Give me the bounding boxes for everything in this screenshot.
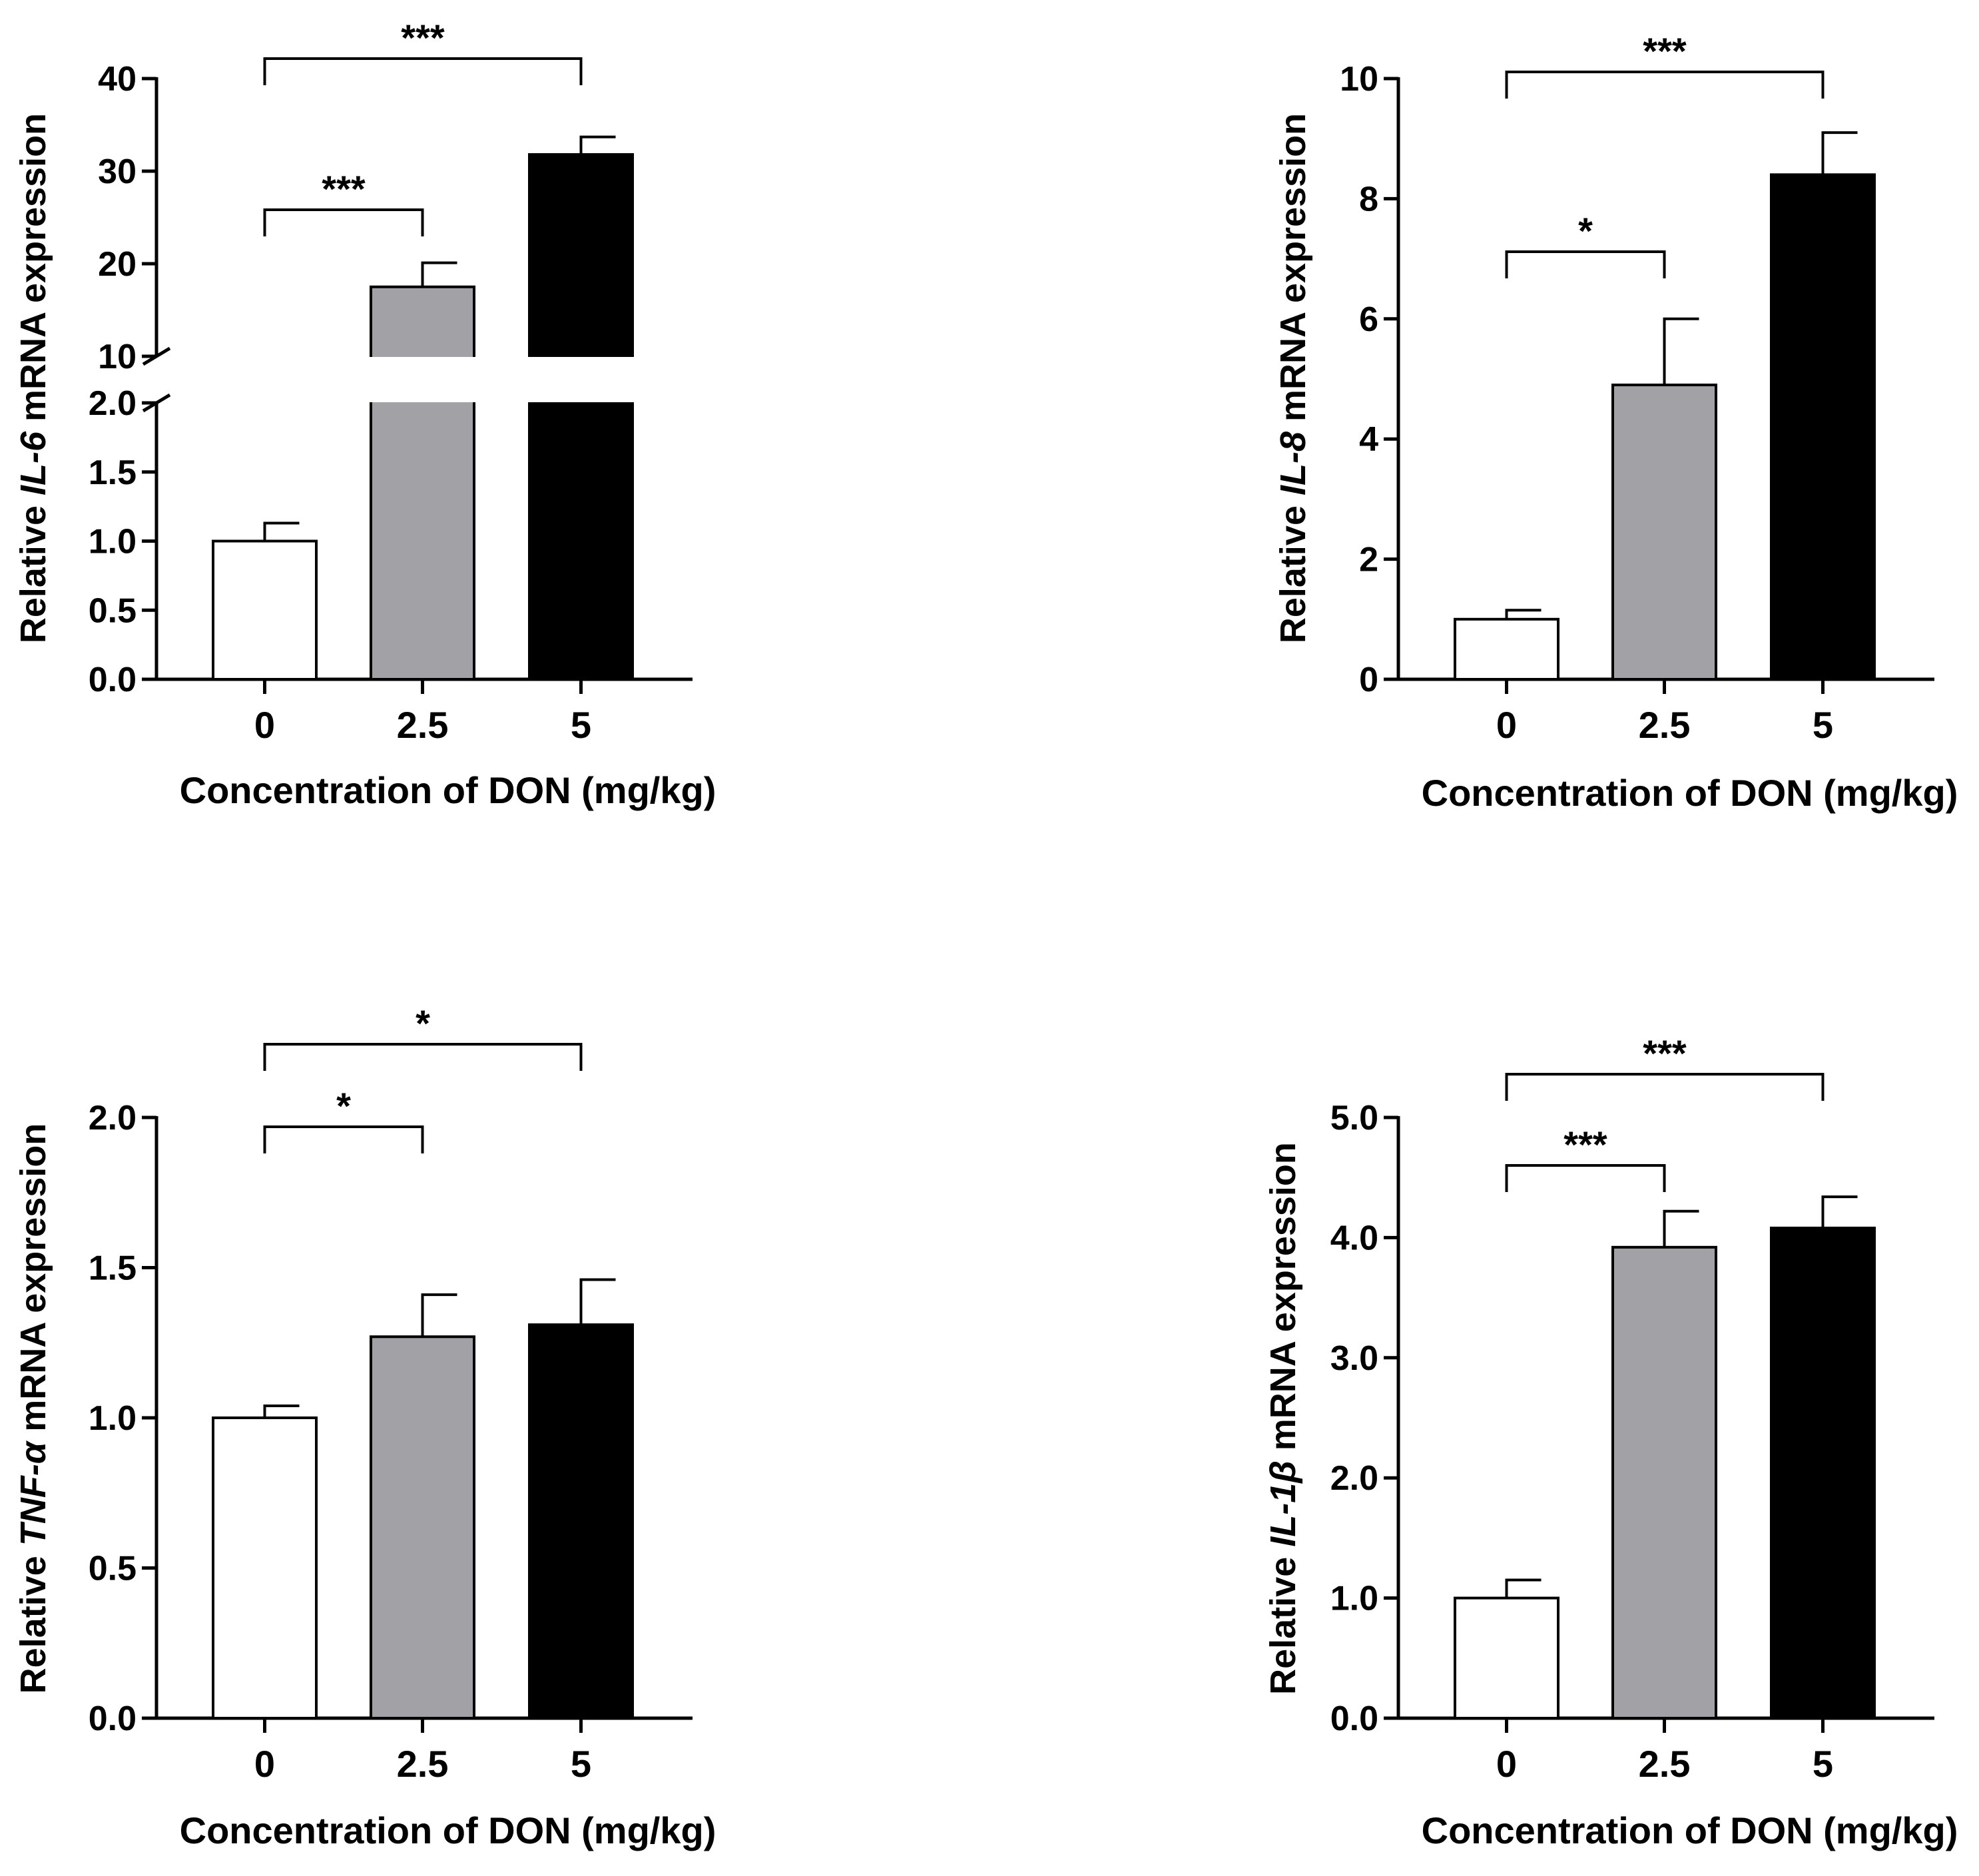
- y-tick-label: 0.5: [89, 1550, 137, 1588]
- bar-0: [1454, 1596, 1559, 1720]
- significance-label: *: [1578, 210, 1593, 252]
- x-tick-label: 2.5: [1639, 1743, 1691, 1785]
- significance-label: *: [336, 1085, 351, 1127]
- bar-0: [212, 1416, 318, 1720]
- x-tick-label: 5: [1813, 704, 1833, 746]
- y-tick-label: 6: [1359, 300, 1378, 339]
- y-axis-label-part: Relative: [1263, 1547, 1303, 1695]
- bar-5: [1770, 173, 1876, 681]
- y-tick-label: 1.0: [89, 1399, 137, 1438]
- y-axis-label-part: mRNA expression: [13, 113, 53, 432]
- y-tick-label: 1.5: [89, 454, 137, 492]
- y-tick-label: 0.0: [1330, 1700, 1378, 1738]
- y-tick-label: 0.0: [89, 661, 137, 699]
- y-axis-label: Relative TNF-α mRNA expression: [13, 1123, 53, 1694]
- y-tick-label: 10: [98, 338, 137, 376]
- y-tick-label: 2.0: [89, 384, 137, 423]
- x-tick-label: 0: [254, 1743, 275, 1785]
- significance-label: ***: [1643, 1032, 1687, 1074]
- y-axis-label-gene: IL-6: [13, 431, 53, 495]
- bar-2.5: [370, 285, 475, 681]
- significance-label: *: [416, 1002, 430, 1044]
- y-axis-label-part: mRNA expression: [13, 1123, 53, 1442]
- y-axis-label-part: mRNA expression: [1273, 113, 1313, 432]
- y-tick-label: 30: [98, 153, 137, 191]
- y-tick-label: 0.5: [89, 591, 137, 630]
- significance-label: ***: [322, 168, 366, 210]
- x-tick-label: 2.5: [397, 704, 449, 746]
- significance-bracket: [263, 1043, 583, 1071]
- y-axis-label: Relative IL-1β mRNA expression: [1263, 1142, 1303, 1695]
- x-axis-label: Concentration of DON (mg/kg): [180, 1809, 716, 1851]
- bar-5: [1770, 1226, 1876, 1720]
- x-tick-label: 0: [1496, 1743, 1517, 1785]
- significance-bracket: [263, 1125, 424, 1153]
- significance-bracket: [263, 208, 424, 236]
- x-axis-label: Concentration of DON (mg/kg): [1422, 772, 1958, 814]
- y-tick-label: 2: [1359, 541, 1378, 579]
- bar-0: [212, 539, 318, 681]
- y-tick-label: 4.0: [1330, 1219, 1378, 1257]
- panel-bottom-left: 0.0 0.5 1.0 1.5 2.0 0 2.5 5 * * Relative TNF-α mRN…: [13, 1002, 716, 1851]
- axis-break-gap: [176, 357, 686, 402]
- y-tick-label: 40: [98, 60, 137, 99]
- x-tick-label: 2.5: [397, 1743, 449, 1785]
- panel-bottom-right: 0.0 1.0 2.0 3.0 4.0 5.0 0 2.5 5 *** *** Relative IL…: [1263, 1032, 1958, 1851]
- significance-label: ***: [401, 17, 445, 59]
- y-axis-label-part: Relative: [13, 495, 53, 643]
- y-tick-label: 2.0: [89, 1099, 137, 1137]
- x-tick-label: 2.5: [1639, 704, 1691, 746]
- y-axis-label-part: Relative: [1273, 495, 1313, 643]
- y-axis-label-gene: TNF-α: [13, 1440, 53, 1546]
- y-axis-label-part: mRNA expression: [1263, 1142, 1303, 1460]
- y-tick-label: 20: [98, 245, 137, 284]
- bar-0: [1454, 617, 1559, 681]
- significance-bracket: [1505, 250, 1666, 278]
- x-axis-label: Concentration of DON (mg/kg): [180, 769, 716, 811]
- y-tick-label: 3.0: [1330, 1339, 1378, 1378]
- y-axis-label: Relative IL-6 mRNA expression: [13, 113, 53, 643]
- significance-bracket: [263, 57, 583, 85]
- significance-bracket: [1505, 1073, 1825, 1101]
- y-tick-label: 8: [1359, 180, 1378, 218]
- significance-label: ***: [1563, 1123, 1607, 1165]
- y-axis-label-gene: IL-1β: [1263, 1460, 1303, 1547]
- x-tick-label: 5: [1813, 1743, 1833, 1785]
- significance-bracket: [1505, 71, 1825, 99]
- x-tick-label: 0: [254, 704, 275, 746]
- y-tick-label: 10: [1340, 60, 1378, 99]
- y-tick-label: 0: [1359, 661, 1378, 699]
- panel-top-left: 0.0 0.5 1.0 1.5 2.0 10 20 30 40 0 2.5 5 *** *** Relati…: [13, 17, 716, 811]
- bar-2.5: [1611, 384, 1717, 681]
- y-tick-label: 4: [1359, 420, 1378, 459]
- y-tick-label: 2.0: [1330, 1459, 1378, 1498]
- y-tick-label: 1.0: [1330, 1580, 1378, 1618]
- x-axis-label: Concentration of DON (mg/kg): [1422, 1809, 1958, 1851]
- y-tick-label: 5.0: [1330, 1099, 1378, 1137]
- x-tick-label: 0: [1496, 704, 1517, 746]
- x-tick-label: 5: [571, 704, 591, 746]
- y-axis-label-gene: IL-8: [1273, 432, 1313, 495]
- bar-5: [528, 1323, 634, 1720]
- y-tick-label: 0.0: [89, 1700, 137, 1738]
- y-tick-label: 1.5: [89, 1249, 137, 1288]
- bar-2.5: [370, 1335, 475, 1720]
- bar-5: [528, 153, 634, 681]
- y-axis-label-part: Relative: [13, 1546, 53, 1694]
- significance-bracket: [1505, 1164, 1666, 1192]
- bar-2.5: [1611, 1245, 1717, 1720]
- significance-label: ***: [1643, 30, 1687, 72]
- x-tick-label: 5: [571, 1743, 591, 1785]
- y-tick-label: 1.0: [89, 523, 137, 561]
- y-axis-label: Relative IL-8 mRNA expression: [1273, 113, 1313, 643]
